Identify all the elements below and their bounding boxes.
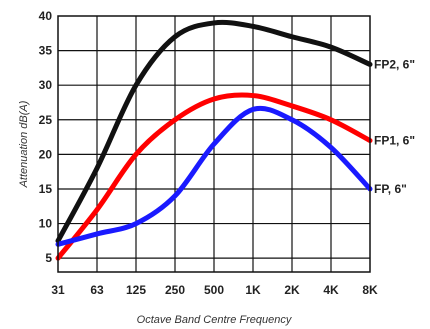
y-tick-labels: 5 10 15 20 25 30 35 40 — [39, 9, 53, 265]
series-line — [55, 92, 373, 261]
y-tick-label: 40 — [39, 9, 53, 23]
series-line — [55, 19, 373, 244]
y-tick-label: 15 — [39, 182, 53, 196]
x-tick-labels: 31 63 125 250 500 1K 2K 4K 8K — [51, 283, 378, 297]
x-tick-label: 4K — [323, 283, 339, 297]
series-layer — [55, 19, 373, 261]
series-label: FP, 6" — [374, 182, 407, 196]
x-tick-label: 63 — [90, 283, 104, 297]
x-tick-label: 31 — [51, 283, 65, 297]
x-tick-label: 250 — [165, 283, 185, 297]
x-axis-title: Octave Band Centre Frequency — [137, 314, 293, 326]
y-tick-label: 20 — [39, 147, 53, 161]
y-tick-label: 30 — [39, 78, 53, 92]
plot-border — [57, 15, 371, 273]
y-tick-label: 25 — [39, 113, 53, 127]
x-tick-label: 500 — [204, 283, 224, 297]
x-tick-label: 8K — [362, 283, 378, 297]
series-labels: FP2, 6" FP1, 6" FP, 6" — [374, 57, 415, 196]
series-label: FP1, 6" — [374, 134, 415, 148]
series-label: FP2, 6" — [374, 57, 415, 71]
grid-lines — [58, 16, 370, 272]
x-tick-label: 1K — [245, 283, 261, 297]
y-tick-label: 35 — [39, 44, 53, 58]
y-tick-label: 5 — [45, 251, 52, 265]
series-line — [55, 105, 373, 247]
x-tick-label: 125 — [126, 283, 146, 297]
y-axis-title: Attenuation dB(A) — [18, 100, 30, 188]
y-tick-label: 10 — [39, 217, 53, 231]
x-tick-label: 2K — [284, 283, 300, 297]
